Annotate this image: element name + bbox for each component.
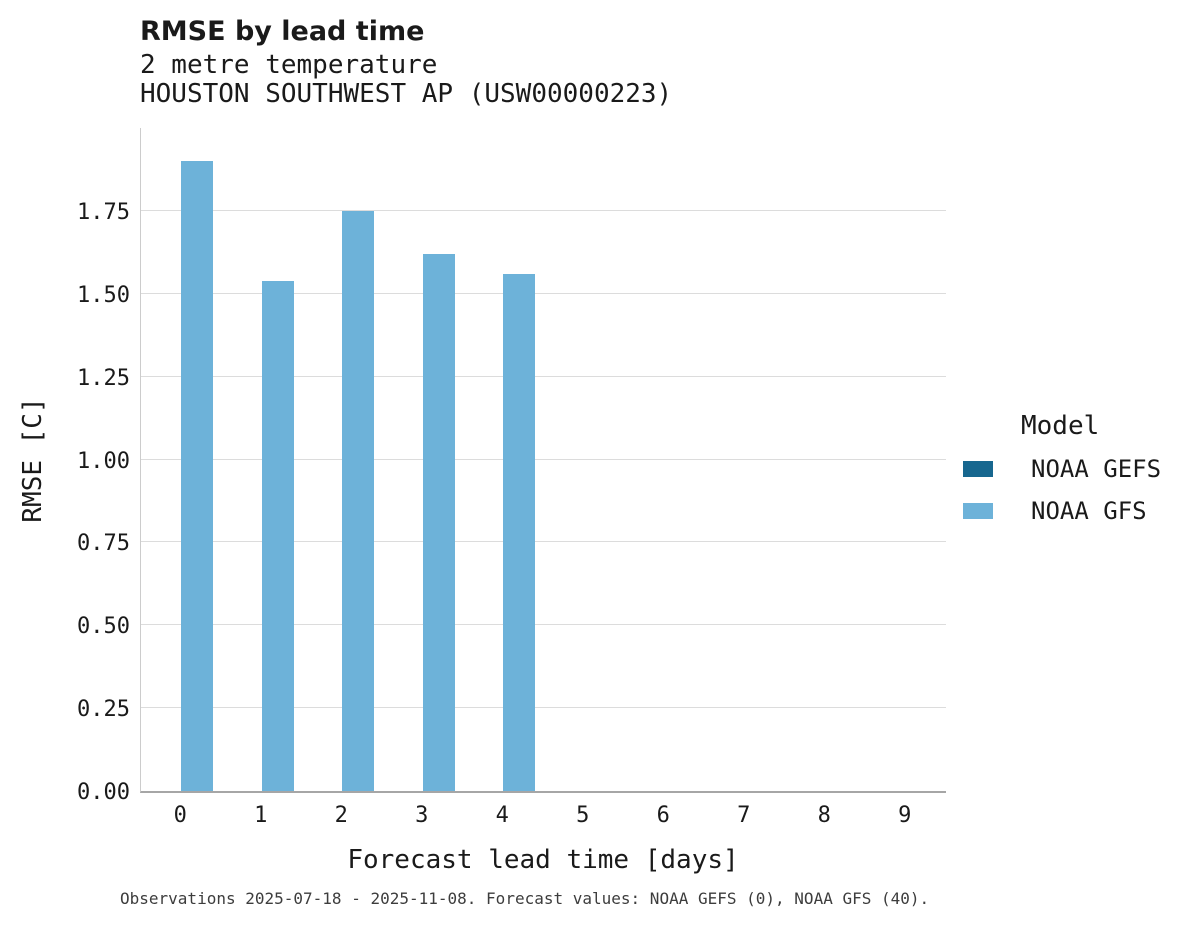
legend-swatch-noaa-gfs	[963, 503, 993, 519]
legend-item-noaa-gfs: NOAA GFS	[963, 496, 1161, 526]
x-tick-label: 6	[656, 803, 670, 828]
x-tick-label: 3	[415, 803, 429, 828]
bar-noaa-gfs-day2	[342, 210, 375, 791]
bar-noaa-gfs-day3	[422, 253, 455, 791]
legend-swatch-noaa-gefs	[963, 461, 993, 477]
subtitle-station: HOUSTON SOUTHWEST AP (USW00000223)	[140, 79, 673, 109]
gridline	[141, 541, 946, 543]
x-tick-labels: 0 1 2 3 4 5 6 7 8 9	[140, 803, 946, 833]
gridline	[141, 375, 946, 377]
y-tick-label: 1.25	[77, 365, 130, 391]
legend-label-noaa-gfs: NOAA GFS	[1031, 497, 1147, 525]
y-tick-label: 0.75	[77, 531, 130, 557]
caption: Observations 2025-07-18 - 2025-11-08. Fo…	[120, 889, 930, 908]
gridline	[141, 707, 946, 709]
subtitle-variable: 2 metre temperature	[140, 50, 438, 80]
legend-title: Model	[1021, 411, 1100, 441]
y-tick-label: 1.50	[77, 282, 130, 308]
gridline	[141, 624, 946, 626]
chart-subtitle: 2 metre temperature HOUSTON SOUTHWEST AP…	[140, 51, 672, 109]
y-tick-label: 1.00	[77, 448, 130, 474]
legend-item-noaa-gefs: NOAA GEFS	[963, 454, 1161, 484]
legend: Model NOAA GEFS NOAA GFS	[963, 410, 1161, 526]
x-tick-label: 7	[737, 803, 751, 828]
x-axis-label: Forecast lead time [days]	[347, 845, 739, 875]
x-tick-label: 0	[173, 803, 187, 828]
gridline	[141, 458, 946, 460]
x-tick-label: 1	[254, 803, 268, 828]
gridline	[141, 209, 946, 211]
gridline	[141, 292, 946, 294]
x-tick-label: 4	[495, 803, 509, 828]
y-tick-labels: 0.00 0.25 0.50 0.75 1.00 1.25 1.50 1.75	[20, 128, 130, 805]
x-tick-label: 8	[817, 803, 831, 828]
y-tick-label: 0.25	[77, 697, 130, 723]
y-tick-label: 0.50	[77, 614, 130, 640]
plot-area	[140, 128, 946, 793]
legend-label-noaa-gefs: NOAA GEFS	[1031, 455, 1162, 483]
bar-noaa-gfs-day1	[261, 280, 294, 791]
bar-noaa-gfs-day4	[503, 273, 536, 791]
x-tick-label: 5	[576, 803, 590, 828]
x-tick-label: 2	[334, 803, 348, 828]
y-tick-label: 1.75	[77, 199, 130, 225]
chart-title: RMSE by lead time	[140, 16, 425, 47]
bar-noaa-gfs-day0	[181, 161, 214, 791]
y-tick-label: 0.00	[77, 780, 130, 805]
x-tick-label: 9	[898, 803, 912, 828]
